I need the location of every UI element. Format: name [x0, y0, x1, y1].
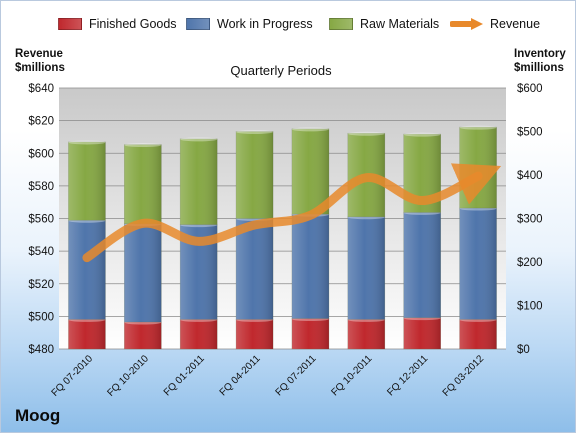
legend-item-finished-goods: Finished Goods [58, 15, 177, 33]
legend-item-work-in-progress: Work in Progress [186, 15, 313, 33]
bar-shade [403, 317, 441, 349]
bar-top-highlight [347, 131, 385, 136]
right-tick-label: $300 [517, 214, 543, 226]
bar-top-highlight [68, 140, 106, 145]
bar-shade [180, 319, 218, 349]
x-tick-label: FQ 01-2011 [162, 353, 207, 398]
x-tick-label: FQ 10-2011 [329, 353, 374, 398]
bar-shade [291, 318, 329, 349]
x-tick-label: FQ 07-2011 [274, 353, 319, 398]
legend-item-revenue: Revenue [450, 15, 540, 33]
bar-shade [291, 214, 329, 319]
left-tick-label: $500 [28, 311, 54, 323]
legend-label: Work in Progress [217, 17, 313, 31]
right-tick-label: $100 [517, 301, 543, 313]
chart-title: Quarterly Periods [230, 63, 332, 78]
bar-shade [347, 319, 385, 349]
left-tick-label: $620 [28, 116, 54, 128]
x-tick-label: FQ 12-2011 [385, 353, 430, 398]
bar-shade [68, 319, 106, 349]
left-tick-label: $600 [28, 148, 54, 160]
right-tick-label: $500 [517, 127, 543, 139]
bar-shade [124, 322, 162, 349]
bar-shade [68, 141, 106, 221]
left-axis-title: Revenue $millions [15, 47, 65, 75]
legend-swatch-raw-materials [329, 18, 353, 30]
bar-shade [236, 319, 274, 349]
left-tick-label: $540 [28, 246, 54, 258]
bar-top-highlight [403, 132, 441, 137]
left-tick-labels: $480 $500 $520 $540 $560 $580 $600 $620 $640 [28, 83, 54, 356]
left-tick-label: $560 [28, 214, 54, 226]
revenue-line [82, 163, 502, 263]
legend-arrow-icon [450, 18, 483, 30]
right-tick-labels: $0 $100 $200 $300 $400 $500 $600 [517, 83, 543, 356]
right-axis-title: Inventory $millions [514, 47, 566, 75]
bar-shade [459, 208, 497, 320]
legend-label: Revenue [490, 17, 541, 31]
right-tick-label: $400 [517, 170, 543, 182]
legend-label: Finished Goods [89, 17, 177, 31]
x-tick-label: FQ 04-2011 [218, 353, 263, 398]
right-tick-label: $0 [517, 344, 530, 356]
bar-shade [347, 216, 385, 320]
x-tick-label: FQ 10-2010 [105, 353, 151, 399]
bar-shade [459, 319, 497, 349]
bar-shade [180, 138, 218, 225]
revenue-line-group [82, 163, 502, 263]
bar-shade [236, 131, 274, 219]
bar-top-highlight [291, 127, 329, 132]
left-tick-label: $480 [28, 344, 54, 356]
bar-shade [124, 223, 162, 323]
bar-top-highlight [236, 130, 274, 134]
right-axis-title-line2: $millions [514, 62, 564, 74]
legend-swatch-work-in-progress [186, 18, 210, 30]
left-tick-label: $580 [28, 181, 54, 193]
left-axis-title-line2: $millions [15, 62, 65, 74]
right-axis-title-line1: Inventory [514, 48, 566, 60]
x-tick-labels: FQ 07-2010 FQ 10-2010 FQ 01-2011 FQ 04-2011… [50, 353, 487, 399]
bar-shade [403, 212, 441, 318]
bar-top-highlight [459, 125, 497, 130]
legend-arrow-head [471, 18, 483, 30]
left-tick-label: $520 [28, 279, 54, 291]
x-tick-label: FQ 03-2012 [441, 353, 487, 399]
legend-swatch-finished-goods [58, 18, 82, 30]
bar-top-highlight [180, 137, 218, 142]
left-tick-label: $640 [28, 83, 54, 95]
right-tick-label: $200 [517, 257, 543, 269]
legend-label: Raw Materials [360, 17, 440, 31]
bar-shade [124, 144, 162, 224]
bar-shade [236, 218, 274, 320]
bar-shade [68, 220, 106, 320]
legend-item-raw-materials: Raw Materials [329, 15, 439, 33]
company-name: Moog [15, 406, 61, 425]
x-tick-label: FQ 07-2010 [50, 353, 96, 399]
left-axis-title-line1: Revenue [15, 48, 63, 60]
bar-shade [459, 127, 497, 209]
bar-top-highlight [124, 143, 162, 148]
right-tick-label: $600 [517, 83, 543, 95]
bar-shade [291, 128, 329, 215]
